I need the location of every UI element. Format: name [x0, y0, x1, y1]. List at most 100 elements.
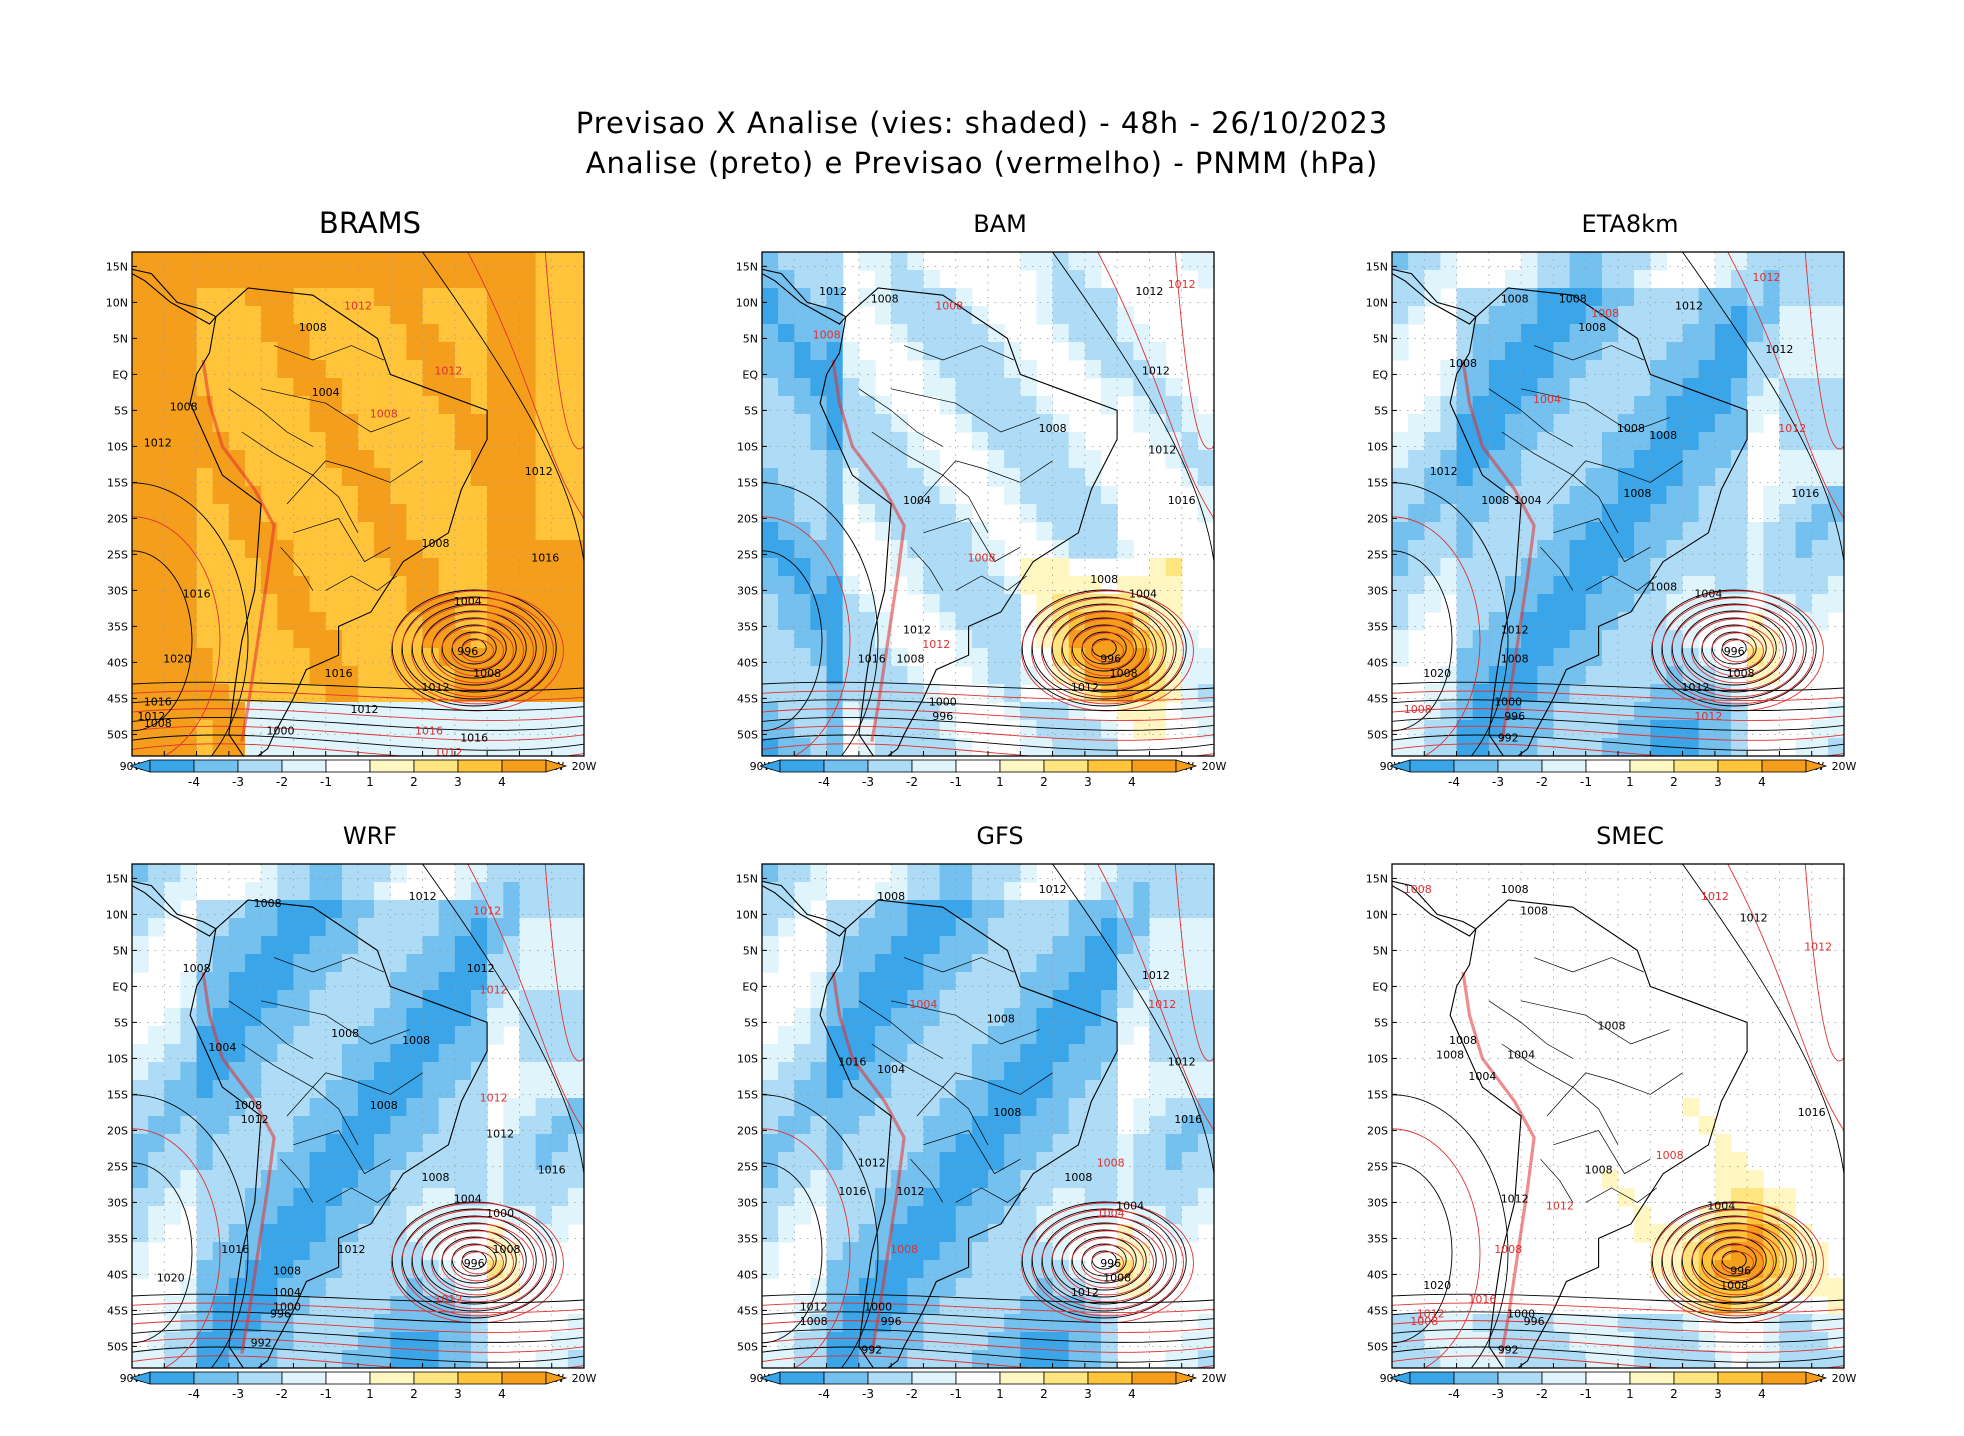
bias-cell [858, 990, 876, 1009]
bias-cell [1731, 504, 1748, 523]
bias-cell [1068, 1188, 1086, 1207]
bias-cell [471, 864, 488, 883]
bias-cell [132, 1260, 149, 1279]
bias-cell [454, 720, 472, 739]
bias-cell [1650, 504, 1667, 523]
andes-isobars [1461, 971, 1536, 1354]
bias-cell [1650, 540, 1667, 559]
bias-cell [180, 270, 198, 289]
bias-cell [1181, 1008, 1199, 1027]
bias-cell [1795, 486, 1813, 505]
lat-tick-label: 50S [107, 728, 128, 741]
bias-cell [1731, 378, 1748, 397]
isobar-forecast [1691, 618, 1784, 684]
bias-cell [309, 270, 327, 289]
bias-cell [228, 1116, 246, 1135]
bias-cell [1505, 738, 1522, 756]
bias-cell [406, 504, 424, 523]
bias-cell [245, 1116, 262, 1135]
bias-cell [826, 900, 844, 919]
bias-cell [762, 1224, 779, 1243]
colorbar-swatch [281, 759, 327, 773]
bias-cell [1440, 270, 1458, 289]
bias-cell [341, 1188, 359, 1207]
bias-cell [180, 360, 198, 379]
bias-cell [438, 1098, 456, 1117]
lat-tick-label: 10N [1366, 296, 1388, 309]
lat-tick-label: 15S [1367, 476, 1388, 489]
bias-cell [810, 486, 828, 505]
bias-cell [503, 972, 520, 991]
bias-cell [567, 468, 584, 487]
bias-cell [1197, 666, 1214, 685]
bias-cell [148, 432, 165, 451]
bias-cell [1020, 720, 1037, 739]
bias-cell [1763, 378, 1780, 397]
bias-cell [454, 450, 472, 469]
bias-cell [535, 468, 553, 487]
bias-cell [1553, 288, 1571, 307]
bias-cell [212, 468, 230, 487]
bias-cell [1117, 900, 1134, 919]
bias-cell [358, 666, 375, 685]
south-america-coast [189, 287, 488, 756]
bias-cell [422, 1044, 440, 1063]
bias-cell [293, 900, 311, 919]
bias-cell [1020, 738, 1037, 756]
bias-cell [1811, 342, 1829, 361]
bias-cell [1537, 252, 1554, 271]
bias-cell [454, 702, 472, 721]
bias-cell [406, 1170, 424, 1189]
bias-cell [1197, 252, 1214, 271]
bias-cell [132, 630, 149, 649]
bias-cell [374, 1152, 391, 1171]
bias-cell [454, 864, 472, 883]
bias-cell [1181, 1332, 1199, 1351]
bias-cell [1569, 450, 1587, 469]
bias-cell [196, 1152, 214, 1171]
bias-cell [261, 1044, 278, 1063]
bias-cell [212, 990, 230, 1009]
bias-cell [907, 1278, 924, 1297]
colorbar-label: 3 [1084, 775, 1092, 789]
bias-cell [390, 1008, 407, 1027]
bias-cell [341, 1170, 359, 1189]
colorbar-label: 2 [1670, 1387, 1678, 1401]
isobar-forecast [1681, 1223, 1794, 1303]
bias-cell [778, 342, 795, 361]
bias-cell [551, 1080, 569, 1099]
bias-cell [1133, 1134, 1150, 1153]
bias-cell [422, 630, 440, 649]
bias-cell [858, 1278, 876, 1297]
bias-cell [762, 1170, 779, 1189]
isobar-forecast [461, 1251, 494, 1275]
isobar-forecast [132, 690, 584, 702]
bias-cell [164, 414, 181, 433]
bias-cell [1505, 558, 1522, 577]
bias-cell [891, 1224, 908, 1243]
colorbar-swatch [1087, 759, 1133, 773]
bias-cell [454, 306, 472, 325]
bias-cell [1763, 270, 1780, 289]
colorbar-swatch [1585, 759, 1631, 773]
bias-cell [1181, 1026, 1199, 1045]
bias-cell [1133, 396, 1150, 415]
bias-cell [858, 630, 876, 649]
bias-cell [1650, 468, 1667, 487]
bias-cell [1731, 360, 1748, 379]
bias-cell [1004, 396, 1021, 415]
bias-cell [1181, 648, 1199, 667]
bias-cell [358, 288, 375, 307]
bias-cell [1181, 252, 1199, 271]
bias-cell [939, 954, 957, 973]
bias-cell [503, 396, 520, 415]
bias-cell [261, 342, 278, 361]
isobar-analysis [1392, 1162, 1453, 1344]
lat-tick-label: 5S [744, 1016, 758, 1029]
isobar-label: 1016 [183, 588, 211, 601]
bias-cell [1537, 270, 1554, 289]
bias-cell [955, 972, 973, 991]
bias-cell [1827, 1350, 1844, 1368]
bias-cell [438, 306, 456, 325]
bias-cell [1456, 1332, 1474, 1351]
